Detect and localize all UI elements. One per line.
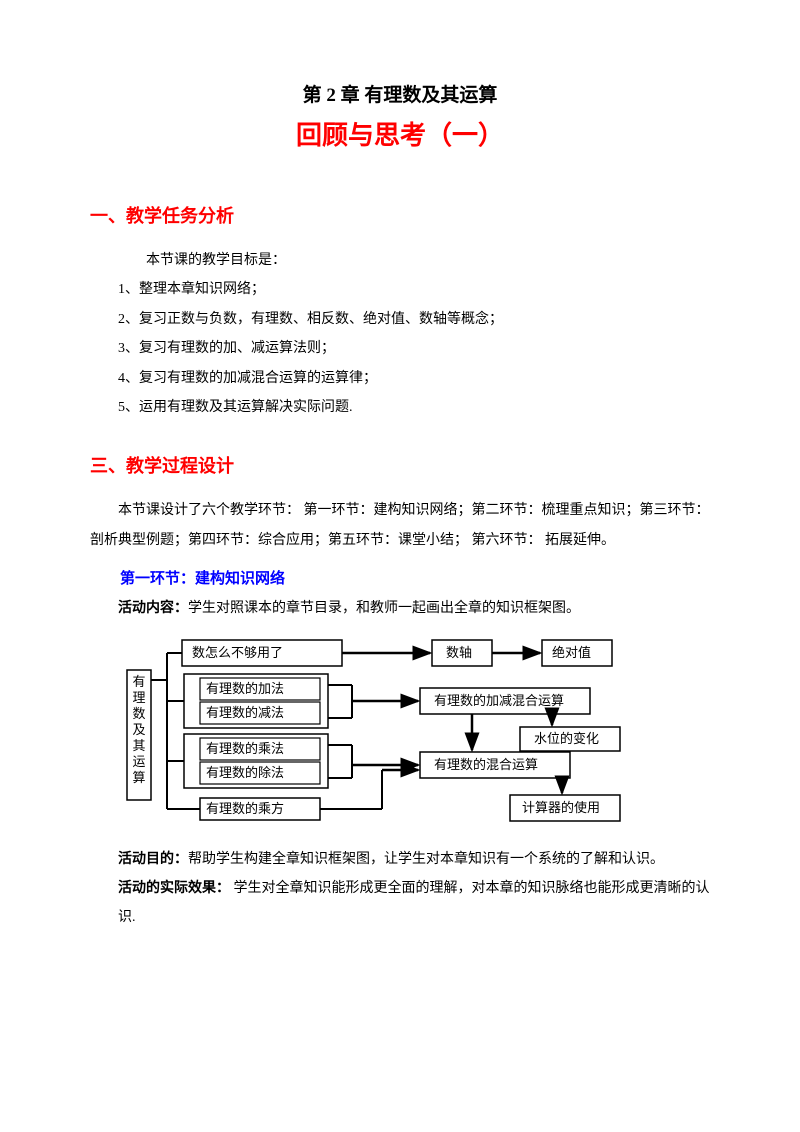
node-n9-label: 有理数的加减混合运算 (434, 693, 564, 708)
section1-item-4: 4、复习有理数的加减混合运算的运算律； (90, 364, 710, 393)
section1-header: 一、教学任务分析 (90, 202, 710, 228)
node-n5-label: 有理数的除法 (206, 765, 284, 780)
activity-effect: 活动的实际效果： 学生对全章知识能形成更全面的理解，对本章的知识脉络也能形成更清… (90, 874, 710, 933)
node-n7-label: 数轴 (446, 645, 472, 660)
node-n6-label: 有理数的乘方 (206, 801, 284, 816)
svg-text:及: 及 (132, 722, 145, 737)
activity-content: 活动内容：学生对照课本的章节目录，和教师一起画出全章的知识框架图。 (90, 594, 710, 623)
node-n10-label: 水位的变化 (534, 731, 599, 746)
svg-text:运: 运 (132, 754, 145, 769)
section1-item-2: 2、复习正数与负数，有理数、相反数、绝对值、数轴等概念； (90, 305, 710, 334)
activity-content-label: 活动内容： (118, 601, 188, 616)
activity-effect-label: 活动的实际效果： (118, 881, 230, 896)
section3-header: 三、教学过程设计 (90, 452, 710, 478)
svg-text:数: 数 (132, 706, 145, 721)
chapter-title: 第 2 章 有理数及其运算 (90, 80, 710, 107)
svg-text:理: 理 (132, 690, 145, 705)
activity-goal-label: 活动目的： (118, 852, 188, 867)
activity-content-text: 学生对照课本的章节目录，和教师一起画出全章的知识框架图。 (188, 601, 580, 616)
activity-goal-text: 帮助学生构建全章知识框架图，让学生对本章知识有一个系统的了解和认识。 (188, 852, 664, 867)
node-n2-label: 有理数的加法 (206, 681, 284, 696)
node-n3-label: 有理数的减法 (206, 705, 284, 720)
document-page: 第 2 章 有理数及其运算 回顾与思考（一） 一、教学任务分析 本节课的教学目标… (0, 0, 800, 973)
svg-text:算: 算 (132, 770, 145, 785)
node-n1-label: 数怎么不够用了 (192, 645, 283, 660)
svg-text:其: 其 (132, 738, 145, 753)
section1-item-3: 3、复习有理数的加、减运算法则； (90, 334, 710, 363)
main-title: 回顾与思考（一） (90, 115, 710, 152)
step1-header: 第一环节：建构知识网络 (90, 567, 710, 588)
node-root-label: 有 (132, 674, 145, 689)
knowledge-diagram: 有 理 数 及 其 运 算 数怎么不够用了 有理数的加法 有理数的减法 有理数的… (90, 630, 710, 835)
node-n12-label: 计算器的使用 (522, 800, 600, 815)
section1-item-5: 5、运用有理数及其运算解决实际问题. (90, 393, 710, 422)
node-n11-label: 有理数的混合运算 (434, 757, 538, 772)
section1-intro: 本节课的教学目标是： (90, 246, 710, 275)
section3-intro: 本节课设计了六个教学环节： 第一环节：建构知识网络；第二环节：梳理重点知识；第三… (90, 496, 710, 555)
node-n8-label: 绝对值 (552, 645, 591, 660)
section1-item-1: 1、整理本章知识网络； (90, 275, 710, 304)
node-n4-label: 有理数的乘法 (206, 741, 284, 756)
activity-goal: 活动目的：帮助学生构建全章知识框架图，让学生对本章知识有一个系统的了解和认识。 (90, 845, 710, 874)
